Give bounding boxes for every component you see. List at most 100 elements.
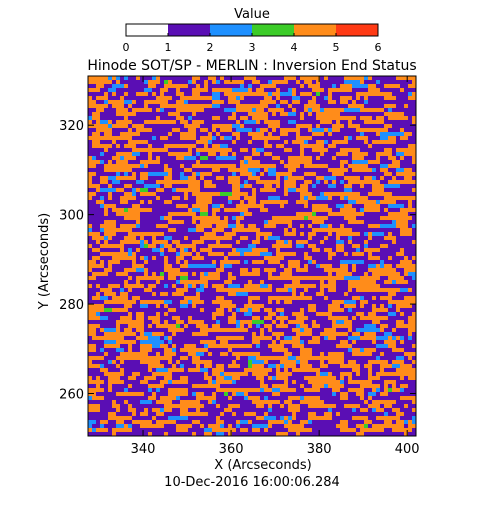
heatmap-cell (304, 280, 308, 284)
heatmap-cell (152, 284, 156, 288)
heatmap-cell (200, 172, 204, 176)
heatmap-cell (188, 292, 192, 296)
heatmap-cell (260, 80, 264, 84)
heatmap-cell (216, 256, 220, 260)
heatmap-cell (128, 176, 132, 180)
heatmap-cell (404, 116, 408, 120)
heatmap-cell (92, 236, 96, 240)
heatmap-cell (252, 316, 256, 320)
heatmap-cell (88, 164, 92, 168)
heatmap-cell (228, 304, 232, 308)
heatmap-cell (184, 272, 188, 276)
heatmap-cell (124, 120, 128, 124)
heatmap-cell (260, 124, 264, 128)
heatmap-cell (256, 144, 260, 148)
heatmap-cell (296, 280, 300, 284)
heatmap-cell (324, 184, 328, 188)
heatmap-cell (328, 232, 332, 236)
heatmap-cell (340, 304, 344, 308)
heatmap-cell (188, 304, 192, 308)
heatmap-cell (144, 164, 148, 168)
heatmap-cell (308, 240, 312, 244)
heatmap-cell (292, 84, 296, 88)
heatmap-cell (128, 148, 132, 152)
heatmap-cell (364, 148, 368, 152)
heatmap-cell (100, 92, 104, 96)
heatmap-cell (124, 144, 128, 148)
heatmap-cell (244, 236, 248, 240)
heatmap-cell (164, 256, 168, 260)
heatmap-cell (116, 108, 120, 112)
heatmap-cell (296, 112, 300, 116)
heatmap-cell (136, 188, 140, 192)
heatmap-cell (296, 140, 300, 144)
heatmap-cell (108, 236, 112, 240)
heatmap-cell (164, 304, 168, 308)
heatmap-cell (160, 200, 164, 204)
heatmap-cell (132, 240, 136, 244)
heatmap-cell (256, 176, 260, 180)
heatmap-cell (248, 224, 252, 228)
heatmap-cell (408, 288, 412, 292)
heatmap-cell (256, 228, 260, 232)
heatmap-cell (152, 104, 156, 108)
heatmap-cell (336, 212, 340, 216)
heatmap-cell (404, 104, 408, 108)
heatmap-cell (400, 264, 404, 268)
heatmap-cell (356, 172, 360, 176)
heatmap-cell (232, 88, 236, 92)
heatmap-cell (272, 112, 276, 116)
heatmap-cell (180, 176, 184, 180)
heatmap-cell (268, 100, 272, 104)
heatmap-cell (212, 124, 216, 128)
heatmap-cell (364, 132, 368, 136)
heatmap-cell (288, 276, 292, 280)
heatmap-cell (340, 228, 344, 232)
heatmap-cell (340, 140, 344, 144)
heatmap-cell (244, 228, 248, 232)
heatmap-cell (180, 240, 184, 244)
heatmap-cell (124, 128, 128, 132)
heatmap-cell (208, 108, 212, 112)
heatmap-cell (244, 252, 248, 256)
heatmap-cell (304, 104, 308, 108)
heatmap-cell (284, 144, 288, 148)
heatmap-cell (368, 116, 372, 120)
heatmap-cell (404, 192, 408, 196)
heatmap-cell (360, 124, 364, 128)
heatmap-cell (392, 200, 396, 204)
heatmap-cell (332, 152, 336, 156)
heatmap-cell (232, 260, 236, 264)
heatmap-cell (272, 160, 276, 164)
heatmap-cell (240, 80, 244, 84)
heatmap-cell (360, 268, 364, 272)
heatmap-cell (336, 288, 340, 292)
heatmap-cell (296, 164, 300, 168)
heatmap-cell (336, 220, 340, 224)
heatmap-cell (300, 180, 304, 184)
heatmap-cell (376, 260, 380, 264)
heatmap-cell (320, 304, 324, 308)
heatmap-cell (340, 268, 344, 272)
heatmap-cell (148, 96, 152, 100)
heatmap-cell (264, 124, 268, 128)
heatmap-cell (88, 204, 92, 208)
heatmap-cell (144, 268, 148, 272)
heatmap-cell (220, 184, 224, 188)
heatmap-cell (228, 124, 232, 128)
heatmap-cell (368, 284, 372, 288)
heatmap-cell (232, 212, 236, 216)
heatmap-cell (384, 272, 388, 276)
heatmap-cell (392, 204, 396, 208)
heatmap-cell (192, 160, 196, 164)
heatmap-cell (136, 156, 140, 160)
heatmap-cell (360, 248, 364, 252)
heatmap-cell (144, 280, 148, 284)
heatmap-cell (352, 164, 356, 168)
heatmap-cell (340, 252, 344, 256)
heatmap-cell (340, 108, 344, 112)
heatmap-cell (364, 160, 368, 164)
heatmap-cell (392, 276, 396, 280)
heatmap-cell (356, 92, 360, 96)
heatmap-cell (144, 168, 148, 172)
